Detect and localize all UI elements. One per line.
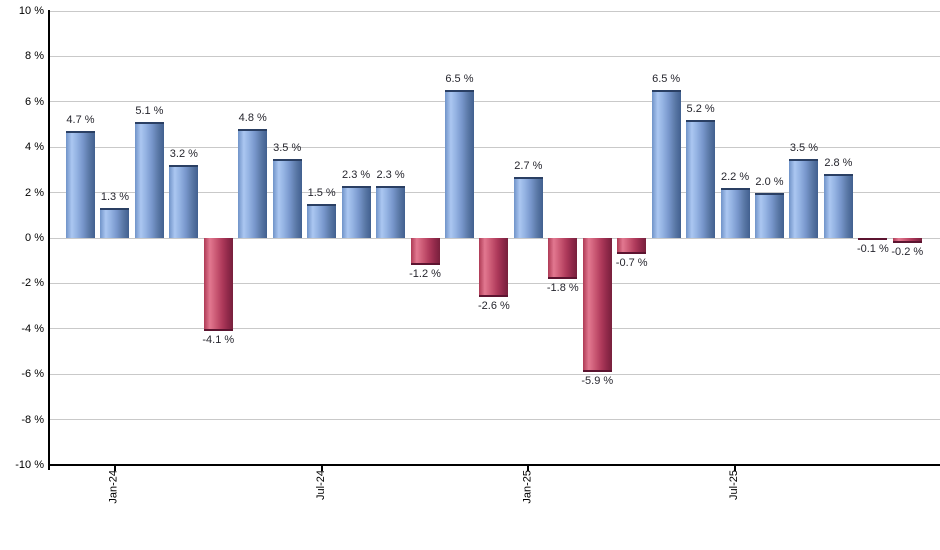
bar-value-label: 4.8 % [238, 112, 267, 125]
bar [134, 122, 164, 238]
y-tick-label: 6 % [25, 95, 44, 108]
bar [789, 158, 819, 238]
bar [479, 238, 509, 298]
bar-value-label: 1.5 % [307, 186, 336, 199]
bar [203, 238, 233, 332]
bar [720, 188, 750, 238]
bar [582, 238, 612, 372]
y-tick-label: 2 % [25, 186, 44, 199]
x-tick-mark [527, 465, 530, 471]
y-tick-label: -8 % [21, 413, 44, 426]
bar [410, 238, 440, 266]
bar-value-label: 6.5 % [445, 73, 474, 86]
x-tick-mark [734, 465, 737, 471]
bar [686, 119, 716, 238]
bar [307, 203, 337, 238]
y-axis-line [48, 10, 50, 470]
bar-value-label: 6.5 % [652, 73, 681, 86]
x-tick-label: Jan-24 [107, 470, 120, 504]
y-tick-label: -4 % [21, 322, 44, 335]
bar [444, 90, 474, 238]
gridline [48, 419, 940, 421]
bar-value-label: -0.7 % [615, 256, 648, 269]
bar-value-label: -0.2 % [891, 245, 924, 258]
bar [548, 238, 578, 279]
y-tick-label: 4 % [25, 141, 44, 154]
bar [238, 129, 268, 238]
bar [100, 208, 130, 238]
bar [823, 174, 853, 238]
y-tick-label: 10 % [18, 5, 44, 17]
bar-value-label: 2.0 % [755, 175, 784, 188]
bar [341, 185, 371, 238]
x-tick-mark [113, 465, 116, 471]
x-axis-line [48, 464, 940, 466]
y-tick-label: -10 % [15, 459, 44, 471]
bar [169, 165, 199, 238]
bar-value-label: 4.7 % [66, 114, 95, 127]
bar-value-label: 2.3 % [376, 168, 405, 181]
gridline [48, 328, 940, 330]
gridline [48, 10, 940, 12]
bar [858, 238, 888, 241]
bar-value-label: -5.9 % [581, 374, 614, 387]
bar-value-label: -2.6 % [477, 300, 510, 313]
bar [755, 192, 784, 238]
bar-value-label: -0.1 % [856, 243, 889, 256]
bar [513, 176, 543, 238]
x-tick-label: Jul-24 [314, 470, 327, 500]
bar-value-label: 2.8 % [824, 157, 853, 170]
gridline [48, 101, 940, 103]
y-tick-label: -2 % [21, 277, 44, 290]
bar-value-label: 3.2 % [169, 148, 198, 161]
bar-value-label: 5.1 % [135, 105, 164, 118]
gridline [48, 192, 940, 194]
bar-value-label: 2.3 % [342, 168, 371, 181]
bar [376, 185, 406, 238]
bar [617, 238, 647, 254]
bar-value-label: -1.8 % [546, 281, 579, 294]
x-tick-mark [320, 465, 323, 471]
bar-value-label: 3.5 % [789, 141, 819, 154]
bar-value-label: 3.5 % [273, 141, 302, 154]
x-tick-label: Jan-25 [521, 470, 534, 504]
y-tick-label: 0 % [25, 232, 44, 244]
bar [66, 131, 95, 238]
bar-value-label: 2.7 % [514, 159, 543, 172]
bar-value-label: 5.2 % [686, 102, 715, 115]
bar [651, 90, 681, 238]
y-tick-label: -6 % [21, 368, 44, 381]
gridline [48, 146, 940, 148]
gridline [48, 373, 940, 375]
bar [892, 238, 922, 243]
x-tick-label: Jul-25 [728, 470, 741, 500]
y-tick-label: 8 % [25, 50, 44, 63]
gridline [48, 55, 940, 57]
bar-value-label: -1.2 % [409, 268, 441, 281]
bar-value-label: 2.2 % [720, 171, 750, 184]
bar [272, 158, 302, 238]
bar-value-label: -4.1 % [202, 334, 235, 347]
bar-value-label: 1.3 % [100, 191, 130, 204]
